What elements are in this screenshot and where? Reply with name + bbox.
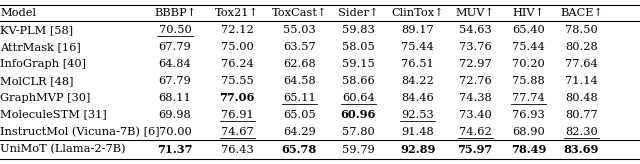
Text: 77.06: 77.06	[220, 92, 255, 103]
Text: 57.80: 57.80	[342, 127, 375, 137]
Text: 68.11: 68.11	[159, 93, 191, 103]
Text: 60.64: 60.64	[342, 93, 375, 103]
Text: 80.77: 80.77	[565, 110, 598, 120]
Text: ToxCast↑: ToxCast↑	[271, 8, 327, 18]
Text: 77.74: 77.74	[512, 93, 545, 103]
Text: 72.97: 72.97	[459, 59, 492, 69]
Text: 75.44: 75.44	[401, 42, 434, 52]
Text: 70.50: 70.50	[159, 25, 191, 35]
Text: 91.48: 91.48	[401, 127, 434, 137]
Text: 80.48: 80.48	[565, 93, 598, 103]
Text: 73.40: 73.40	[459, 110, 492, 120]
Text: 59.83: 59.83	[342, 25, 375, 35]
Text: 75.55: 75.55	[221, 76, 253, 86]
Text: 77.64: 77.64	[565, 59, 598, 69]
Text: 73.76: 73.76	[459, 42, 492, 52]
Text: 60.96: 60.96	[340, 109, 376, 120]
Text: 70.20: 70.20	[512, 59, 545, 69]
Text: 64.58: 64.58	[283, 76, 316, 86]
Text: 89.17: 89.17	[401, 25, 434, 35]
Text: MolCLR [48]: MolCLR [48]	[0, 76, 74, 86]
Text: UniMoT (Llama-2-7B): UniMoT (Llama-2-7B)	[0, 144, 125, 155]
Text: 76.93: 76.93	[512, 110, 545, 120]
Text: Model: Model	[0, 8, 36, 18]
Text: GraphMVP [30]: GraphMVP [30]	[0, 93, 90, 103]
Text: 78.50: 78.50	[565, 25, 598, 35]
Text: 55.03: 55.03	[283, 25, 316, 35]
Text: 78.49: 78.49	[511, 144, 546, 155]
Text: InfoGraph [40]: InfoGraph [40]	[0, 59, 86, 69]
Text: 76.24: 76.24	[221, 59, 253, 69]
Text: 65.05: 65.05	[283, 110, 316, 120]
Text: 59.15: 59.15	[342, 59, 375, 69]
Text: 72.12: 72.12	[221, 25, 253, 35]
Text: 75.88: 75.88	[512, 76, 545, 86]
Text: HIV↑: HIV↑	[512, 8, 545, 18]
Text: 70.00: 70.00	[159, 127, 191, 137]
Text: 75.44: 75.44	[512, 42, 545, 52]
Text: 84.46: 84.46	[401, 93, 434, 103]
Text: 65.78: 65.78	[282, 144, 317, 155]
Text: 68.90: 68.90	[512, 127, 545, 137]
Text: 82.30: 82.30	[565, 127, 598, 137]
Text: 84.22: 84.22	[401, 76, 434, 86]
Text: MUV↑: MUV↑	[456, 8, 495, 18]
Text: InstructMol (Vicuna-7B) [6]: InstructMol (Vicuna-7B) [6]	[0, 126, 159, 137]
Text: 75.00: 75.00	[221, 42, 253, 52]
Text: 74.62: 74.62	[459, 127, 492, 137]
Text: 71.37: 71.37	[157, 144, 193, 155]
Text: 76.51: 76.51	[401, 59, 434, 69]
Text: 76.91: 76.91	[221, 110, 253, 120]
Text: 83.69: 83.69	[564, 144, 599, 155]
Text: Sider↑: Sider↑	[338, 8, 379, 18]
Text: 92.89: 92.89	[400, 144, 435, 155]
Text: 65.11: 65.11	[283, 93, 316, 103]
Text: 74.38: 74.38	[459, 93, 492, 103]
Text: KV-PLM [58]: KV-PLM [58]	[0, 25, 73, 35]
Text: 65.40: 65.40	[512, 25, 545, 35]
Text: 92.53: 92.53	[401, 110, 434, 120]
Text: 74.67: 74.67	[221, 127, 253, 137]
Text: 58.05: 58.05	[342, 42, 375, 52]
Text: 64.29: 64.29	[283, 127, 316, 137]
Text: 69.98: 69.98	[159, 110, 191, 120]
Text: 67.79: 67.79	[159, 76, 191, 86]
Text: 64.84: 64.84	[159, 59, 191, 69]
Text: 80.28: 80.28	[565, 42, 598, 52]
Text: 58.66: 58.66	[342, 76, 375, 86]
Text: 54.63: 54.63	[459, 25, 492, 35]
Text: 75.97: 75.97	[458, 144, 493, 155]
Text: MoleculeSTM [31]: MoleculeSTM [31]	[0, 110, 107, 120]
Text: AttrMask [16]: AttrMask [16]	[0, 42, 81, 52]
Text: BBBP↑: BBBP↑	[154, 8, 196, 18]
Text: 76.43: 76.43	[221, 144, 253, 154]
Text: 62.68: 62.68	[283, 59, 316, 69]
Text: 63.57: 63.57	[283, 42, 316, 52]
Text: ClinTox↑: ClinTox↑	[391, 8, 444, 18]
Text: 67.79: 67.79	[159, 42, 191, 52]
Text: 71.14: 71.14	[565, 76, 598, 86]
Text: Tox21↑: Tox21↑	[215, 8, 259, 18]
Text: 59.79: 59.79	[342, 144, 375, 154]
Text: 72.76: 72.76	[459, 76, 492, 86]
Text: BACE↑: BACE↑	[560, 8, 603, 18]
